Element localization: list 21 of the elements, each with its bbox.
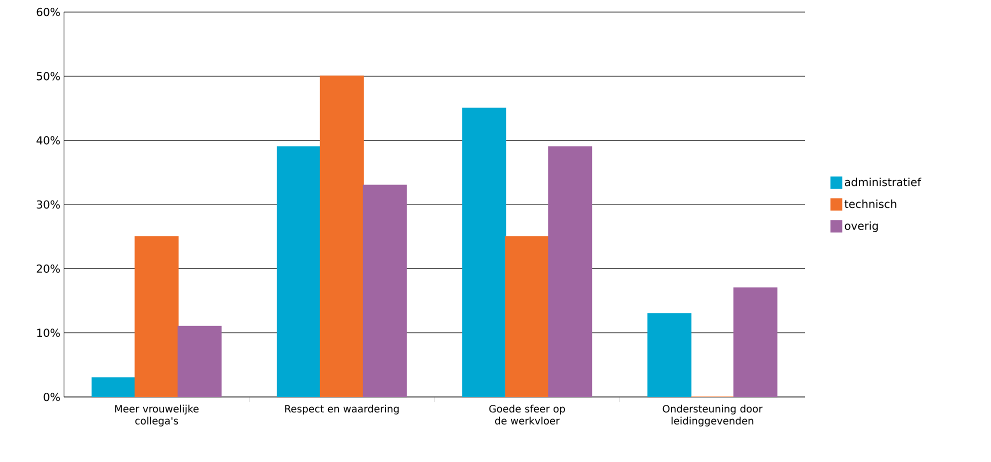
x-tick-label: Respect en waardering [285,404,399,414]
legend-label: administratief [844,178,922,186]
bar [647,313,692,397]
x-tick-label: Goede sfeer op de werkvloer [489,404,565,425]
bar [134,236,179,397]
bar [462,108,506,397]
y-tick-label: 0% [44,392,60,402]
legend-label: overig [844,221,878,232]
x-tick-label: Meer vrouwelijke collega's [115,404,199,426]
x-tick-label: Ondersteuning door leidinggevenden [662,404,763,426]
y-tick-label: 50% [36,72,60,80]
y-tick-label: 60% [36,8,60,16]
bar [320,76,364,397]
y-tick-label: 10% [37,328,60,337]
legend-label: technisch [844,200,896,208]
bar [276,146,321,397]
y-tick-label: 30% [36,200,60,209]
bar [92,377,136,397]
bar [505,236,550,397]
y-tick-label: 20% [36,264,60,273]
y-tick-label: 40% [36,136,60,144]
